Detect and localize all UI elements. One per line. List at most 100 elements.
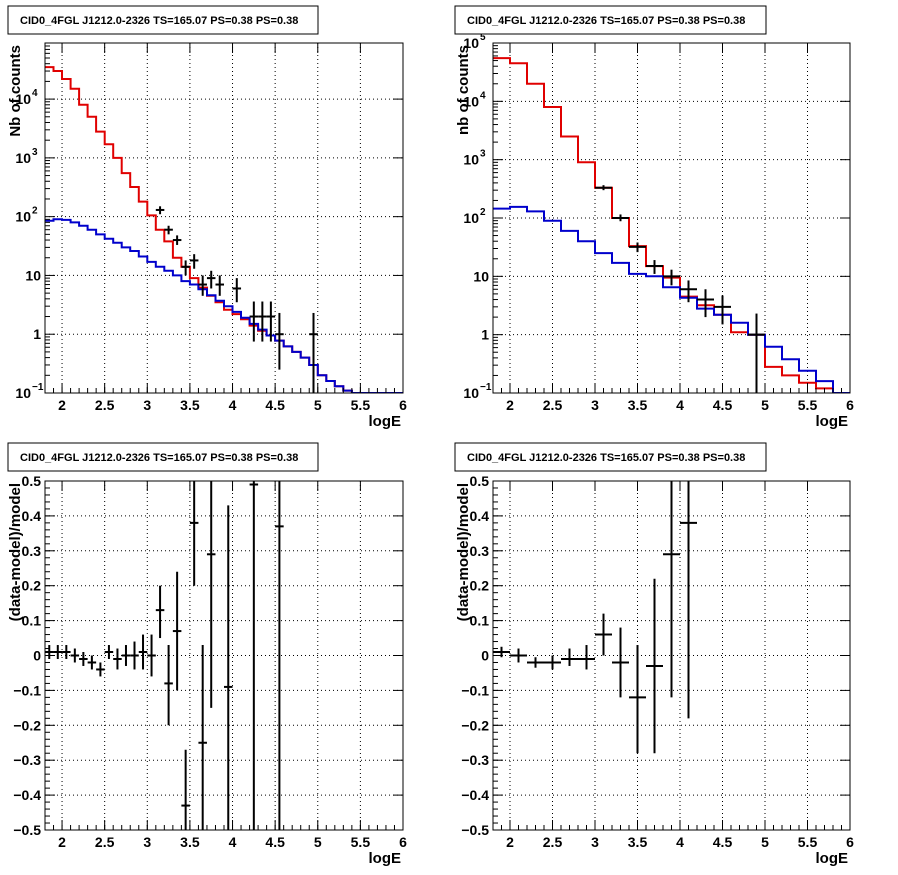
data-point [181, 749, 190, 830]
chart-title: CID0_4FGL J1212.0-2326 TS=165.07 PS=0.38… [20, 452, 298, 464]
y-axis-label: Nb of counts [7, 45, 24, 137]
data-point [189, 481, 199, 586]
data-point [53, 645, 63, 659]
y-tick-exponent: 3 [32, 147, 38, 158]
data-point [164, 645, 173, 726]
y-tick-label: −0.2 [13, 717, 41, 733]
y-tick-label: 10 [463, 385, 479, 401]
plot-content [493, 57, 850, 393]
y-tick-exponent: −1 [480, 382, 492, 393]
data-point [189, 254, 199, 269]
x-tick-label: 2 [506, 834, 514, 850]
data-point [646, 578, 663, 754]
data-point [130, 641, 139, 670]
data-point [147, 634, 156, 677]
y-tick-label: 10 [463, 35, 479, 51]
data-point [629, 242, 646, 253]
x-tick-label: 5.5 [798, 397, 818, 413]
y-tick-label: 0.5 [22, 473, 42, 489]
data-point [510, 648, 527, 663]
data-point [561, 648, 578, 666]
y-tick-label: 10 [15, 385, 31, 401]
y-tick-label: 0 [33, 648, 41, 664]
data-point [138, 634, 148, 670]
background-model-histogram [45, 218, 403, 393]
data-point [155, 206, 165, 215]
x-tick-label: 4.5 [265, 834, 285, 850]
data-point [275, 481, 284, 830]
x-tick-label: 4 [229, 834, 237, 850]
title-box [7, 5, 319, 35]
y-tick-label: 10 [25, 267, 41, 283]
y-tick-exponent: 3 [480, 149, 486, 160]
x-tick-label: 3.5 [180, 397, 200, 413]
y-tick-label: 10 [463, 93, 479, 109]
y-tick-label: 1 [33, 326, 41, 342]
y-axis-label: (data-model)/model [7, 483, 24, 621]
x-axis-label: logE [369, 413, 402, 430]
data-point [45, 645, 54, 659]
data-point [663, 481, 680, 698]
y-tick-label: −0.1 [13, 682, 41, 698]
chart-title: CID0_4FGL J1212.0-2326 TS=165.07 PS=0.38… [467, 15, 745, 27]
data-point [232, 278, 242, 303]
x-tick-label: 5.5 [351, 397, 371, 413]
data-point [155, 585, 165, 639]
x-axis-label: logE [369, 850, 402, 867]
x-tick-label: 2.5 [543, 397, 563, 413]
data-point [629, 645, 646, 754]
data-point [266, 301, 276, 342]
x-tick-label: 4.5 [265, 397, 285, 413]
x-axis-label: logE [816, 850, 849, 867]
data-point [309, 312, 318, 393]
data-point [612, 214, 629, 222]
x-tick-label: 5.5 [351, 834, 371, 850]
data-point [104, 645, 114, 659]
y-tick-label: 10 [15, 91, 31, 107]
y-tick-label: −0.3 [13, 752, 41, 768]
x-tick-label: 5 [761, 834, 769, 850]
data-point [172, 235, 182, 245]
data-point [206, 481, 216, 708]
y-tick-label: 0.2 [22, 578, 42, 594]
y-tick-label: 10 [473, 268, 489, 284]
data-point [70, 648, 80, 663]
x-tick-label: 2 [58, 834, 66, 850]
x-axis-label: logE [816, 413, 849, 430]
data-point [249, 481, 259, 830]
data-point [121, 645, 131, 666]
data-point [96, 662, 105, 677]
data-point [215, 275, 224, 296]
x-tick-label: 4.5 [713, 397, 733, 413]
x-tick-label: 2 [506, 397, 514, 413]
data-point [87, 655, 97, 670]
x-tick-label: 5.5 [798, 834, 818, 850]
y-tick-label: 10 [15, 150, 31, 166]
data-point [595, 613, 612, 656]
data-point [680, 280, 697, 303]
y-tick-label: 1 [481, 327, 489, 343]
title-box [454, 442, 767, 472]
x-tick-label: 3.5 [180, 834, 200, 850]
data-point [249, 301, 259, 342]
data-point [680, 481, 697, 719]
x-tick-label: 4 [229, 397, 237, 413]
data-point [164, 225, 173, 235]
x-tick-label: 5 [314, 397, 322, 413]
data-point [646, 260, 663, 274]
x-tick-label: 3 [143, 834, 151, 850]
y-tick-label: 10 [463, 152, 479, 168]
y-tick-exponent: 2 [480, 207, 486, 218]
plot-content [45, 481, 284, 830]
y-tick-label: 0 [481, 648, 489, 664]
title-box [454, 5, 767, 35]
data-point [198, 645, 207, 830]
data-point [198, 275, 207, 296]
plot-area [493, 43, 850, 393]
y-tick-label: −0.4 [13, 787, 41, 803]
x-tick-label: 5 [314, 834, 322, 850]
x-tick-label: 2.5 [95, 397, 115, 413]
data-point [224, 505, 233, 830]
x-tick-label: 3.5 [628, 834, 648, 850]
